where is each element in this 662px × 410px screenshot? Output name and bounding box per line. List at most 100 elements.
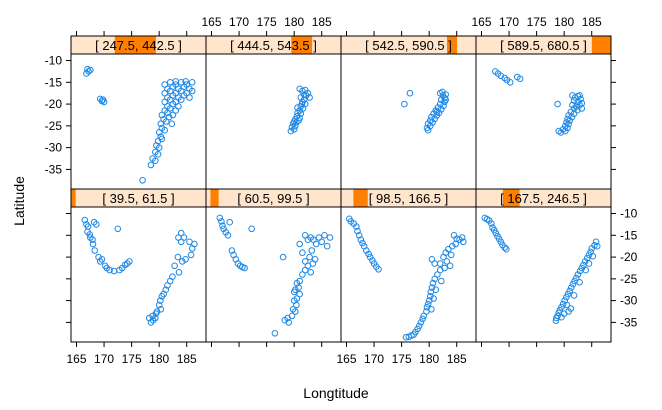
axes-layer: 165 170 175 180 185 165 170 175 180 185 165 170 175 1… — [45, 15, 638, 366]
panel-4: [ 167.5, 246.5 ] — [475, 188, 612, 343]
strip-label: [ 60.5, 99.5 ] — [237, 191, 309, 206]
data-point — [155, 301, 163, 309]
strip-label: [ 589.5, 680.5 ] — [500, 38, 587, 53]
strip-background — [71, 189, 206, 207]
data-point — [293, 279, 301, 287]
data-point — [299, 249, 306, 256]
data-point — [516, 75, 524, 83]
y-tick-label: -35 — [45, 162, 63, 176]
panel-frame — [475, 53, 612, 190]
data-point — [375, 266, 382, 273]
data-point — [326, 234, 334, 241]
data-point — [177, 96, 185, 103]
data-point — [188, 87, 196, 95]
data-point — [296, 240, 304, 248]
data-point — [86, 231, 93, 238]
data-point — [226, 218, 233, 226]
data-point — [234, 260, 242, 267]
x-tick-label: 185 — [177, 352, 197, 366]
strip-range-bar — [353, 189, 368, 207]
data-point — [497, 238, 505, 246]
data-point — [147, 161, 155, 169]
data-point — [424, 126, 432, 134]
x-tick-label: 170 — [229, 15, 249, 29]
y-tick-label: -25 — [45, 119, 63, 133]
y-tick-label: -15 — [620, 228, 638, 242]
data-point — [442, 96, 450, 103]
data-point — [306, 94, 313, 101]
data-point — [306, 253, 313, 261]
data-point — [323, 242, 331, 250]
data-point — [312, 240, 320, 248]
strip-background — [476, 36, 611, 54]
y-tick-label: -15 — [45, 75, 63, 89]
data-point — [271, 330, 279, 337]
data-point — [126, 258, 133, 265]
data-point — [406, 89, 414, 97]
data-point — [188, 79, 196, 86]
x-tick-label: 175 — [527, 15, 547, 29]
data-point — [100, 98, 108, 106]
data-point — [431, 260, 439, 267]
data-point — [574, 106, 581, 114]
data-point — [308, 247, 316, 254]
data-point — [152, 157, 159, 164]
strip-range-bar — [591, 36, 611, 54]
strip-background — [341, 189, 476, 207]
data-point — [87, 234, 94, 241]
strip-range-bar — [291, 36, 313, 54]
y-axis-label: Latitude — [11, 176, 27, 226]
data-point — [458, 234, 466, 241]
data-point — [297, 94, 305, 101]
data-point — [301, 258, 309, 265]
data-point — [285, 319, 293, 326]
data-point — [93, 221, 100, 228]
data-point — [149, 312, 156, 320]
data-point — [488, 220, 495, 227]
data-point — [568, 284, 575, 291]
panel-frame — [70, 53, 207, 190]
data-point — [298, 100, 306, 108]
data-point — [562, 127, 569, 135]
data-point — [157, 297, 164, 304]
data-point — [566, 117, 574, 124]
data-point — [318, 238, 326, 246]
data-point — [96, 258, 104, 265]
strip-background — [341, 36, 476, 54]
x-tick-label: 175 — [257, 15, 277, 29]
y-tick-label: -20 — [45, 97, 63, 111]
strip-label: [ 39.5, 61.5 ] — [102, 191, 174, 206]
data-point — [154, 150, 162, 158]
data-point — [429, 279, 437, 287]
data-point — [582, 266, 590, 274]
data-point — [589, 252, 597, 260]
x-tick-label: 165 — [201, 15, 221, 29]
x-tick-label: 185 — [447, 352, 467, 366]
data-point — [248, 225, 255, 233]
data-point — [439, 88, 446, 96]
data-point — [295, 284, 302, 291]
data-point — [177, 229, 185, 237]
data-point — [366, 253, 374, 261]
data-point — [503, 76, 511, 84]
data-point — [438, 96, 445, 103]
y-tick-label: -20 — [620, 250, 638, 264]
data-point — [89, 236, 96, 243]
strip-range-bar — [446, 36, 458, 54]
data-point — [98, 256, 106, 263]
data-point — [163, 118, 170, 125]
data-point — [574, 271, 582, 278]
data-point — [83, 70, 90, 77]
data-point — [241, 264, 248, 272]
x-tick-label: 170 — [364, 352, 384, 366]
data-point — [570, 97, 578, 104]
strip-label: [ 98.5, 166.5 ] — [369, 191, 449, 206]
data-point — [420, 312, 428, 320]
x-tick-label: 180 — [149, 352, 169, 366]
data-point — [563, 301, 571, 309]
y-tick-label: -30 — [620, 294, 638, 308]
y-tick-label: -25 — [620, 272, 638, 286]
strip-range-bar — [114, 36, 156, 54]
data-point — [179, 258, 186, 265]
